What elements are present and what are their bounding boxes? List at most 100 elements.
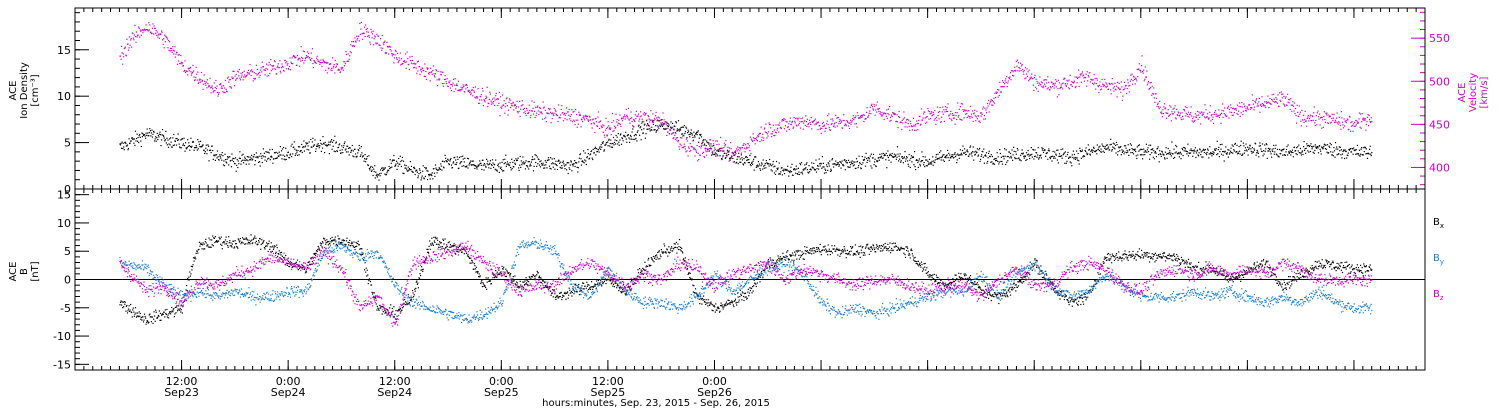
data-point (754, 143, 756, 145)
data-point (520, 160, 522, 162)
data-point (384, 167, 386, 169)
data-point (885, 152, 887, 154)
data-point (1334, 121, 1336, 123)
data-point (418, 173, 420, 175)
data-point (892, 112, 894, 114)
data-point (120, 58, 122, 60)
data-point (773, 129, 775, 131)
data-point (497, 164, 499, 166)
data-point (914, 125, 916, 127)
data-point (772, 124, 774, 126)
data-point (1255, 99, 1257, 101)
data-point (554, 112, 556, 114)
data-point (677, 140, 680, 142)
data-point (611, 121, 613, 124)
data-point (124, 46, 126, 48)
data-point (253, 77, 255, 80)
data-point (852, 163, 854, 165)
data-point (359, 147, 361, 149)
data-point (798, 171, 800, 173)
data-point (511, 168, 513, 170)
data-point (712, 151, 714, 153)
data-point (1259, 145, 1261, 147)
data-point (1251, 107, 1253, 109)
data-point (315, 150, 317, 152)
data-point (963, 117, 965, 119)
data-point (564, 114, 567, 116)
data-point (299, 146, 301, 148)
data-point (741, 159, 743, 161)
data-point (523, 112, 525, 114)
data-point (542, 118, 544, 120)
data-point (632, 124, 634, 127)
data-point (1316, 124, 1318, 126)
data-point (1123, 153, 1125, 155)
data-point (1235, 151, 1237, 153)
data-point (740, 154, 742, 156)
data-point (613, 144, 615, 146)
data-point (699, 134, 701, 136)
data-point (1233, 150, 1235, 152)
data-point (901, 119, 903, 121)
data-point (322, 136, 324, 138)
data-point (1232, 152, 1234, 154)
data-point (635, 110, 637, 112)
data-point (690, 149, 692, 152)
data-point (1165, 112, 1167, 114)
data-point (1332, 155, 1334, 157)
data-point (240, 76, 243, 78)
data-point (959, 106, 961, 108)
data-point (335, 141, 337, 143)
data-point (747, 143, 749, 145)
data-point (651, 121, 653, 123)
data-point (1326, 122, 1329, 124)
data-point (1127, 144, 1129, 146)
data-point (528, 104, 530, 106)
data-point (1333, 150, 1336, 152)
data-point (938, 118, 940, 120)
data-point (1186, 107, 1188, 109)
data-point (380, 47, 382, 49)
data-point (418, 66, 421, 68)
data-point (625, 138, 627, 140)
data-point (767, 135, 769, 137)
data-point (712, 140, 714, 142)
data-point (178, 305, 180, 307)
data-point (237, 166, 239, 169)
data-point (1042, 148, 1044, 150)
data-point (881, 153, 883, 155)
data-point (1292, 101, 1294, 103)
data-point (603, 150, 605, 152)
data-point (280, 150, 283, 152)
data-point (1366, 116, 1369, 118)
data-point (806, 169, 808, 171)
data-point (1112, 87, 1114, 89)
data-point (124, 47, 126, 49)
data-point (835, 164, 837, 166)
data-point (818, 158, 820, 160)
data-point (465, 166, 467, 168)
data-point (269, 64, 271, 66)
data-point (735, 153, 737, 155)
data-point (347, 151, 349, 153)
data-point (838, 123, 840, 125)
data-point (447, 159, 449, 161)
data-point (1318, 118, 1320, 120)
data-point (532, 170, 535, 172)
data-point (245, 163, 247, 165)
data-point (551, 117, 553, 120)
data-point (363, 160, 365, 162)
data-point (214, 87, 216, 89)
data-point (1123, 88, 1125, 91)
data-point (1270, 103, 1272, 105)
data-point (152, 23, 154, 25)
data-point (491, 159, 494, 161)
data-point (1000, 156, 1002, 158)
data-point (201, 248, 203, 250)
data-point (627, 134, 629, 136)
data-point (335, 142, 337, 144)
data-point (626, 114, 628, 116)
data-point (628, 119, 631, 121)
data-point (703, 156, 705, 158)
data-point (837, 162, 839, 164)
